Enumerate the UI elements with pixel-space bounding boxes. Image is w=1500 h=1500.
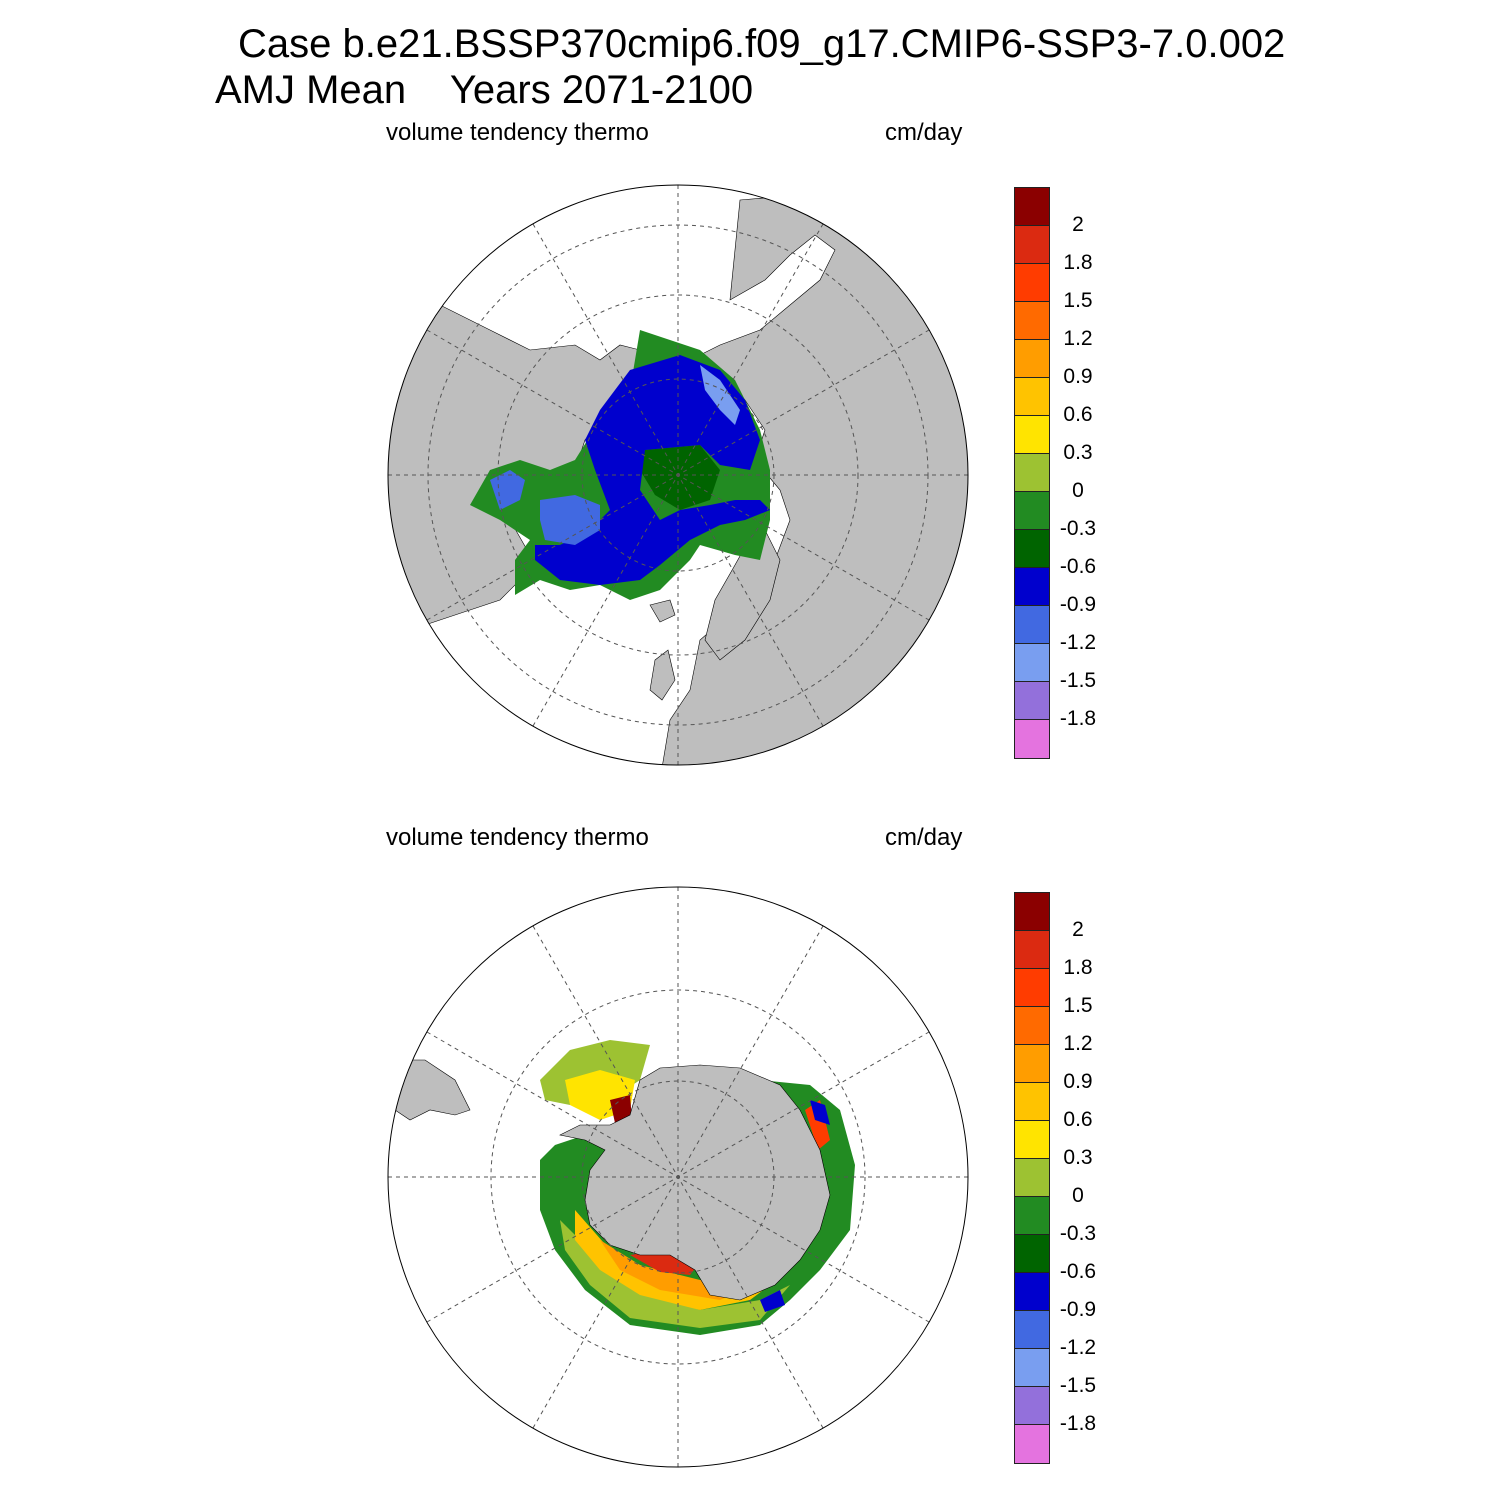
colorbar-tick-label: -1.8 xyxy=(1059,707,1097,730)
colorbar-swatch xyxy=(1015,340,1049,378)
colorbar-swatch xyxy=(1015,1387,1049,1425)
colorbar-swatch xyxy=(1015,1159,1049,1197)
south-ice-east-blue xyxy=(810,1100,830,1125)
figure-title-period: AMJ Mean Years 2071-2100 xyxy=(215,68,754,112)
south-graticule xyxy=(388,887,968,1467)
colorbar-swatch xyxy=(1015,1121,1049,1159)
north-colorbar xyxy=(1014,187,1050,759)
north-ice-light-blue xyxy=(700,365,740,425)
colorbar-tick-label: 0 xyxy=(1072,479,1084,502)
colorbar-swatch xyxy=(1015,644,1049,682)
colorbar-swatch xyxy=(1015,1425,1049,1463)
colorbar-swatch xyxy=(1015,302,1049,340)
colorbar-tick-label: -0.3 xyxy=(1059,1222,1097,1245)
colorbar-tick-label: -0.6 xyxy=(1059,555,1097,578)
colorbar-swatch xyxy=(1015,454,1049,492)
colorbar-swatch xyxy=(1015,1273,1049,1311)
colorbar-swatch xyxy=(1015,606,1049,644)
north-graticule xyxy=(388,185,968,765)
colorbar-tick-label: 1.2 xyxy=(1063,1032,1093,1055)
colorbar-swatch xyxy=(1015,1349,1049,1387)
colorbar-swatch xyxy=(1015,720,1049,758)
panel2-units-label: cm/day xyxy=(885,824,963,851)
colorbar-tick-label: 0.9 xyxy=(1063,365,1093,388)
colorbar-tick-label: 0.3 xyxy=(1063,441,1093,464)
south-land-antarctica xyxy=(559,1064,831,1301)
colorbar-swatch xyxy=(1015,1197,1049,1235)
south-ice-ross-red xyxy=(630,1250,700,1275)
colorbar-swatch xyxy=(1015,1311,1049,1349)
colorbar-tick-label: -0.9 xyxy=(1059,1298,1097,1321)
colorbar-swatch xyxy=(1015,264,1049,302)
north-ice-baffin-blue xyxy=(540,495,600,545)
figure-title-case: Case b.e21.BSSP370cmip6.f09_g17.CMIP6-SS… xyxy=(238,22,1286,66)
north-land-iceland xyxy=(649,599,676,623)
colorbar-swatch xyxy=(1015,1083,1049,1121)
colorbar-tick-label: 1.8 xyxy=(1063,956,1093,979)
colorbar-tick-label: -1.8 xyxy=(1059,1412,1097,1435)
colorbar-tick-label: 0 xyxy=(1072,1184,1084,1207)
colorbar-swatch xyxy=(1015,969,1049,1007)
colorbar-tick-label: -0.6 xyxy=(1059,1260,1097,1283)
colorbar-swatch xyxy=(1015,682,1049,720)
south-ice-east-red xyxy=(805,1100,830,1150)
south-ice-weddell-darkred xyxy=(610,1095,632,1123)
colorbar-tick-label: 0.3 xyxy=(1063,1146,1093,1169)
colorbar-swatch xyxy=(1015,378,1049,416)
north-ice-hudson-blue xyxy=(490,470,525,510)
south-land-south-america xyxy=(394,1059,471,1121)
panel2-variable-label: volume tendency thermo xyxy=(386,824,649,851)
north-polar-map xyxy=(388,185,968,765)
colorbar-swatch xyxy=(1015,893,1049,931)
south-colorbar xyxy=(1014,892,1050,1464)
colorbar-swatch xyxy=(1015,1007,1049,1045)
colorbar-tick-label: 2 xyxy=(1072,213,1084,236)
colorbar-tick-label: 1.2 xyxy=(1063,327,1093,350)
south-map-boundary xyxy=(387,886,969,1468)
colorbar-tick-label: 1.5 xyxy=(1063,289,1093,312)
colorbar-tick-label: -1.2 xyxy=(1059,631,1097,654)
panel1-variable-label: volume tendency thermo xyxy=(386,119,649,146)
colorbar-swatch xyxy=(1015,931,1049,969)
colorbar-swatch xyxy=(1015,530,1049,568)
colorbar-tick-label: -0.3 xyxy=(1059,517,1097,540)
colorbar-swatch xyxy=(1015,1235,1049,1273)
north-land-british-isles xyxy=(649,649,676,701)
south-ice-pacific-blue xyxy=(760,1290,785,1312)
north-ice-dark-green xyxy=(640,445,720,510)
colorbar-swatch xyxy=(1015,226,1049,264)
colorbar-tick-label: -1.5 xyxy=(1059,1374,1097,1397)
north-map-boundary xyxy=(387,184,969,766)
colorbar-tick-label: 1.8 xyxy=(1063,251,1093,274)
colorbar-tick-label: -0.9 xyxy=(1059,593,1097,616)
colorbar-tick-label: -1.5 xyxy=(1059,669,1097,692)
colorbar-tick-label: 0.6 xyxy=(1063,403,1093,426)
south-ice-ross-lime xyxy=(560,1220,790,1328)
colorbar-tick-label: 2 xyxy=(1072,918,1084,941)
colorbar-swatch xyxy=(1015,1045,1049,1083)
colorbar-swatch xyxy=(1015,416,1049,454)
colorbar-swatch xyxy=(1015,188,1049,226)
colorbar-tick-label: 0.9 xyxy=(1063,1070,1093,1093)
colorbar-tick-label: 1.5 xyxy=(1063,994,1093,1017)
south-polar-map xyxy=(388,887,968,1467)
panel1-units-label: cm/day xyxy=(885,119,963,146)
colorbar-tick-label: -1.2 xyxy=(1059,1336,1097,1359)
colorbar-swatch xyxy=(1015,568,1049,606)
colorbar-swatch xyxy=(1015,492,1049,530)
colorbar-tick-label: 0.6 xyxy=(1063,1108,1093,1131)
